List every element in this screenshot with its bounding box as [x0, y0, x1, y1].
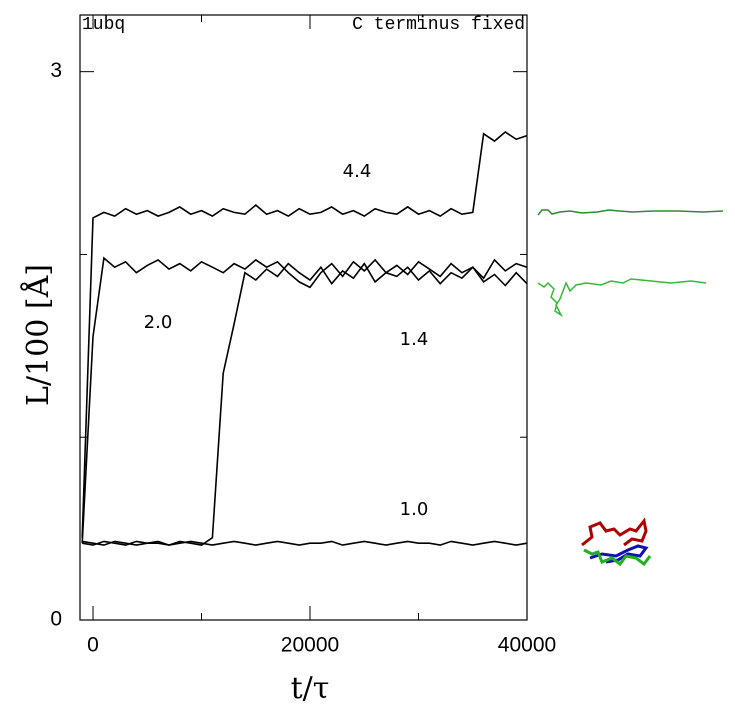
- series-line: [81, 131, 528, 538]
- chart-title: 1ubq: [82, 15, 125, 35]
- x-tick-label: 20000: [281, 634, 339, 657]
- x-tick-label: 0: [87, 634, 99, 657]
- series-label: 2.0: [144, 312, 173, 333]
- x-tick-label: 40000: [498, 634, 556, 657]
- series-line: [82, 540, 528, 546]
- series-label: 1.0: [400, 499, 429, 520]
- partly-extended-chain: [537, 278, 707, 318]
- protein-structures: [537, 209, 724, 567]
- x-axis-label: t/τ: [291, 671, 330, 706]
- series-label: 1.4: [400, 329, 429, 350]
- extended-chain: [537, 209, 724, 216]
- folded-green: [583, 548, 652, 567]
- y-tick-label: 3: [50, 59, 62, 82]
- series-line: [81, 256, 528, 544]
- series-label: 4.4: [343, 161, 372, 182]
- y-axis-label: L/100 [Å]: [20, 264, 56, 406]
- folded-blue: [589, 544, 649, 564]
- folded-red: [581, 517, 648, 547]
- y-tick-label: 0: [50, 608, 62, 631]
- chart-subtitle: C terminus fixed: [352, 15, 525, 35]
- plot-frame: [79, 14, 528, 621]
- series-line: [82, 262, 528, 546]
